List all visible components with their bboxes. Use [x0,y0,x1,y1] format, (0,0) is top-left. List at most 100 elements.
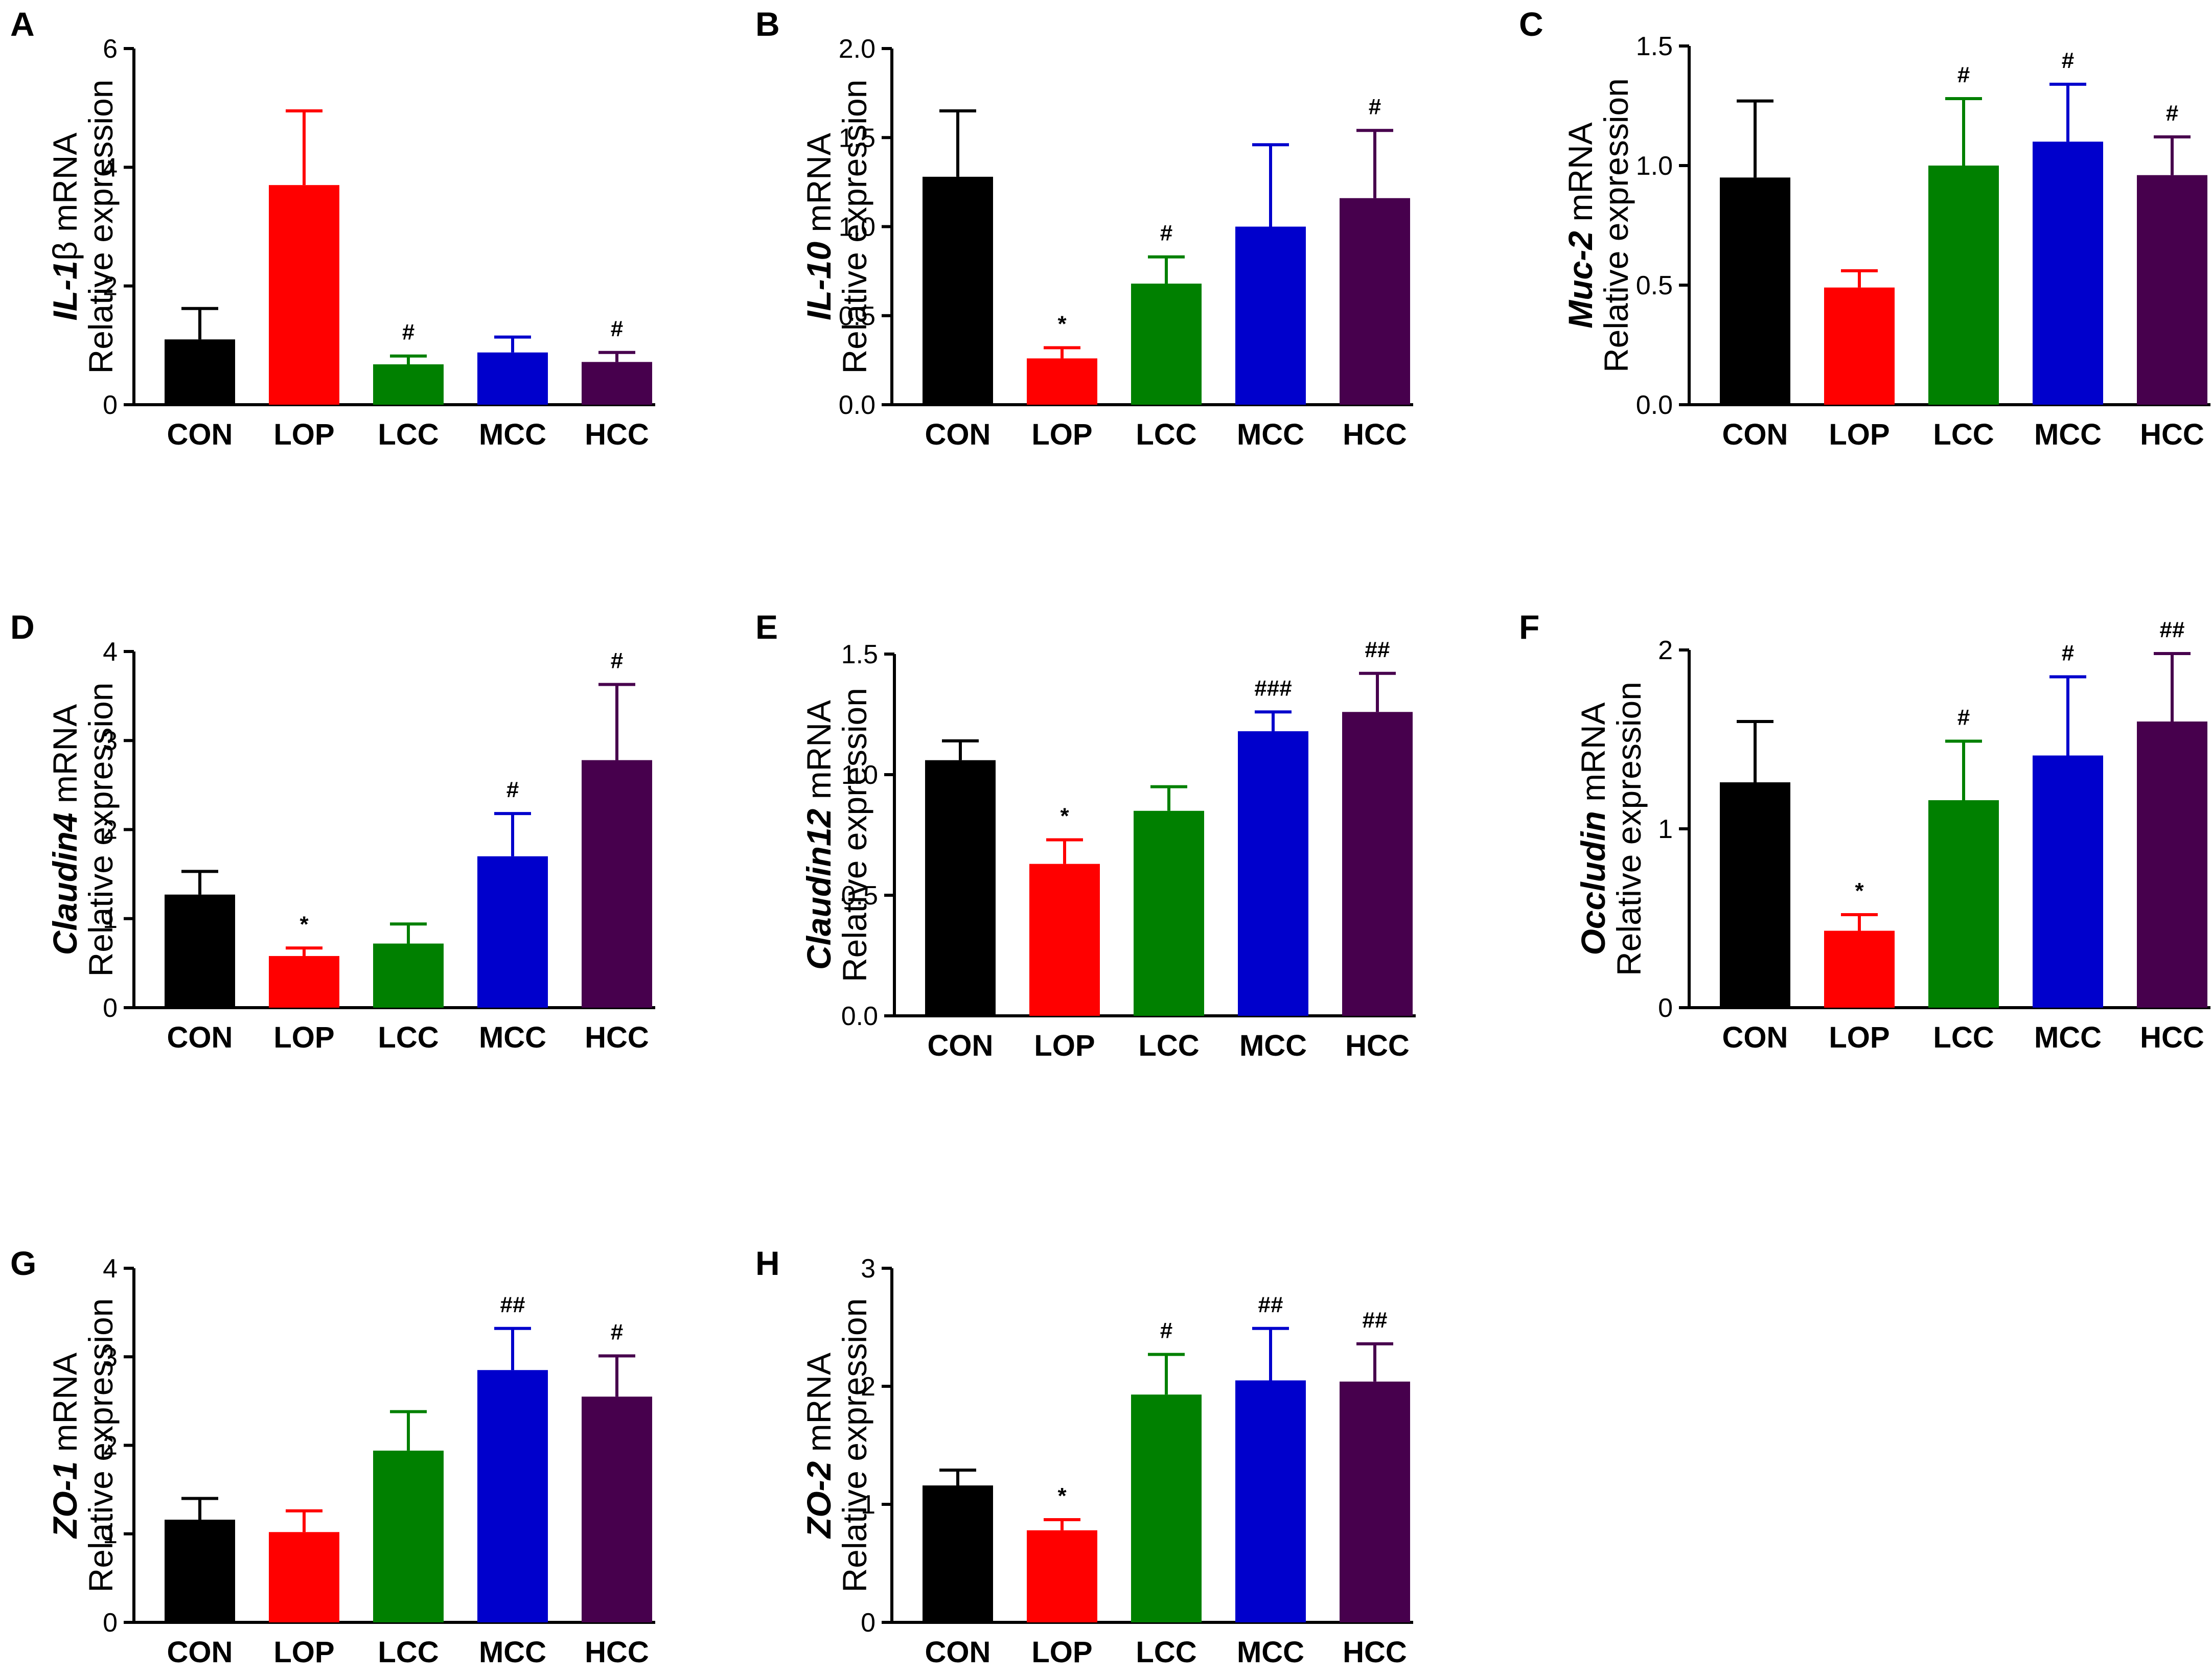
panel-letter: G [10,1244,36,1282]
gene-name: IL-1 [46,261,84,320]
y-axis-label-relative: Relative expression [1610,682,1648,976]
x-tick-label-lcc: LCC [378,1021,439,1054]
panel-letter: C [1519,5,1543,43]
y-tick-label: 2 [103,816,118,845]
significance-hcc: # [611,648,623,673]
panel-letter: B [755,5,780,43]
y-tick-label: 3 [103,1342,118,1372]
bar-mcc [477,856,548,1008]
gene-name: Occludin [1574,811,1612,955]
bar-hcc [1340,198,1410,405]
x-tick-label-hcc: HCC [585,418,649,451]
bar-lop [1027,1530,1097,1622]
significance-lop: * [1855,878,1864,903]
bar-con [925,760,996,1016]
significance-lcc: # [1160,221,1172,246]
x-tick-label-mcc: MCC [479,418,546,451]
bar-mcc [477,1370,548,1622]
bar-con [1720,177,1790,405]
bar-lcc [373,364,444,405]
y-axis-label-relative: Relative expression [82,80,120,374]
significance-lop: * [299,912,309,937]
x-tick-label-lop: LOP [1829,1021,1890,1054]
x-tick-label-lop: LOP [1031,418,1092,451]
y-tick-label: 2 [1658,636,1673,665]
y-axis-label-gene: Claudin12 mRNA [800,700,838,970]
y-tick-label: 0.5 [1636,271,1673,300]
y-tick-label: 4 [103,637,118,667]
significance-lop: * [1057,1483,1067,1508]
panel-letter: A [10,5,35,43]
y-axis-label-gene: ZO-2 mRNA [800,1353,838,1539]
bar-mcc [2033,142,2103,405]
bar-lop [269,956,339,1008]
y-axis-label-relative: Relative expression [82,1298,120,1593]
panel-letter: H [755,1244,780,1282]
x-tick-label-con: CON [928,1029,994,1062]
bar-hcc [1340,1381,1410,1622]
y-axis-label-gene: IL-1β mRNA [46,133,84,321]
significance-mcc: # [2062,641,2074,666]
mrna-label: mRNA [1561,122,1599,231]
y-tick-label: 4 [103,1254,118,1284]
y-tick-label: 4 [103,153,118,182]
y-tick-label: 0 [861,1608,875,1638]
bar-con [923,176,993,405]
x-tick-label-lop: LOP [273,418,334,451]
panel-letter: E [755,608,778,646]
x-tick-label-con: CON [925,1636,991,1669]
significance-hcc: # [1369,94,1381,119]
y-tick-label: 0 [1658,993,1673,1023]
x-tick-label-mcc: MCC [479,1021,546,1054]
x-tick-label-mcc: MCC [1239,1029,1307,1062]
x-tick-label-lcc: LCC [1933,418,1994,451]
significance-lop: * [1057,311,1067,336]
bar-con [165,339,235,405]
y-axis-label-gene: IL-10 mRNA [800,133,838,320]
y-tick-label: 1 [861,1490,875,1520]
x-tick-label-lop: LOP [273,1636,334,1669]
significance-mcc: # [506,777,519,802]
panel-letter: F [1519,608,1539,646]
y-tick-label: 0.0 [839,390,875,420]
y-axis-label-relative: Relative expression [836,80,873,374]
y-tick-label: 1.0 [1636,151,1673,181]
y-tick-label: 2.0 [839,34,875,64]
bar-con [1720,782,1790,1008]
significance-lcc: # [1160,1318,1172,1343]
y-tick-label: 0.5 [841,881,878,911]
x-tick-label-hcc: HCC [1345,1029,1410,1062]
y-axis-label-gene: Claudin4 mRNA [46,704,84,955]
x-tick-label-lcc: LCC [1136,1636,1196,1669]
x-tick-label-lcc: LCC [1136,418,1196,451]
y-tick-label: 1.5 [1636,32,1673,61]
bar-hcc [2137,175,2207,405]
bar-lop [269,1532,339,1622]
bar-lcc [1134,810,1204,1016]
bar-lop [269,185,339,405]
mrna-label: mRNA [46,1353,84,1461]
x-tick-label-lcc: LCC [1933,1021,1994,1054]
y-tick-label: 0 [103,390,118,420]
y-tick-label: 0.0 [1636,390,1673,420]
x-tick-label-mcc: MCC [1237,418,1304,451]
x-tick-label-lop: LOP [1034,1029,1095,1062]
significance-lcc: # [1957,705,1970,730]
gene-name: Claudin12 [800,808,838,970]
y-tick-label: 2 [103,272,118,301]
mrna-label: mRNA [1574,702,1612,811]
y-tick-label: 1.5 [839,123,875,153]
bar-con [923,1485,993,1622]
y-axis-label-relative: Relative expression [82,683,120,977]
bar-mcc [477,352,548,405]
gene-suffix: β [46,241,84,261]
y-tick-label: 0.5 [839,301,875,331]
mrna-label: mRNA [800,700,838,809]
y-tick-label: 1.5 [841,640,878,669]
y-tick-label: 1.0 [841,760,878,790]
